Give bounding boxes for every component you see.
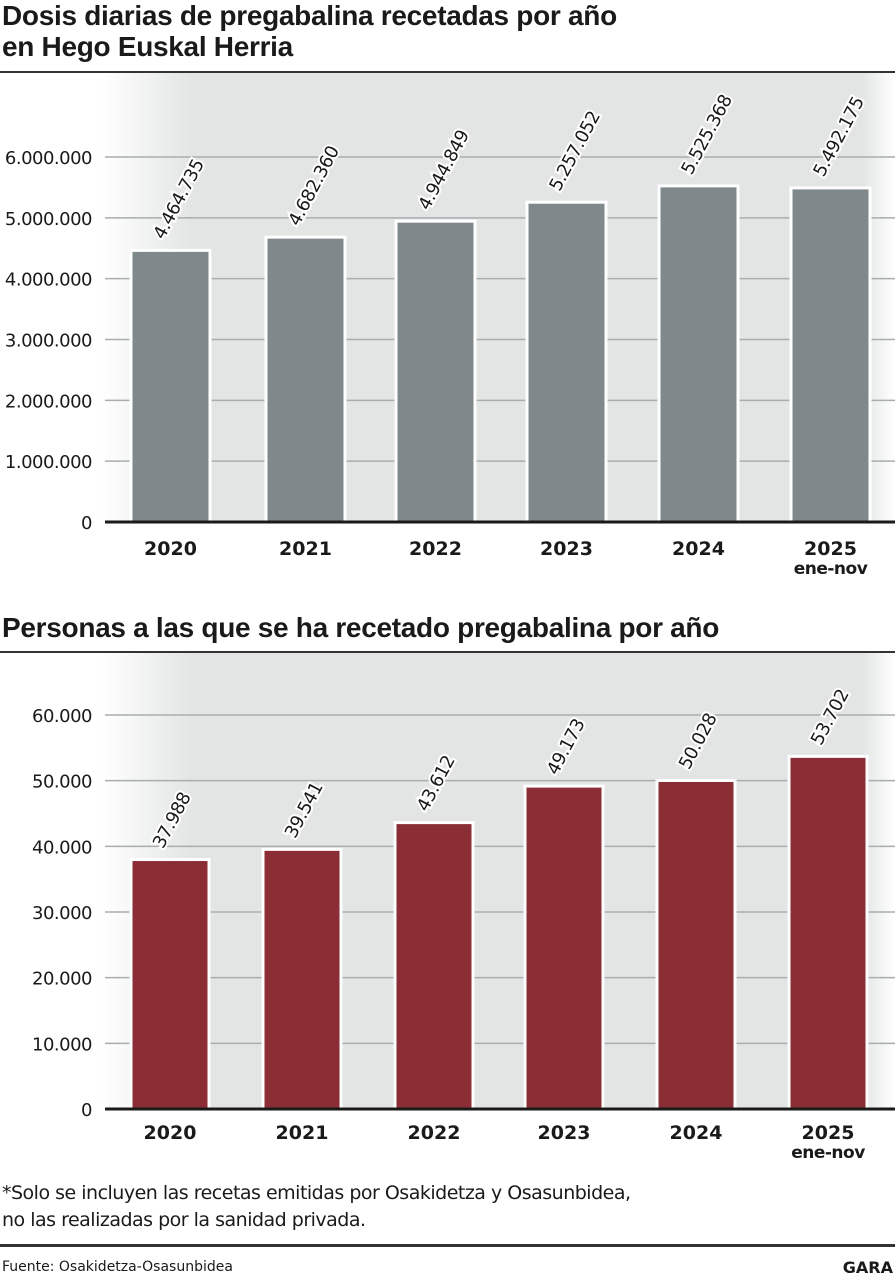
footer-rule	[0, 1244, 895, 1247]
x-tick-label: 2023	[540, 538, 593, 560]
x-tick-label: 2024	[672, 538, 725, 560]
bar-2022	[394, 219, 477, 524]
x-tick-label: 2025	[802, 1122, 855, 1144]
bar-2021	[261, 847, 343, 1111]
y-tick-label: 30.000	[32, 903, 92, 924]
chart1-dosis: 0 1.000.000 2.000.000 3.000.000 4.000.000 5.0…	[5, 73, 895, 579]
footnote-line1: *Solo se incluyen las recetas emitidas p…	[2, 1182, 631, 1204]
bar-2020	[129, 248, 212, 524]
y-tick-label: 1.000.000	[5, 452, 92, 473]
bar-2025	[789, 186, 872, 524]
brand-logo: GARA	[842, 1258, 893, 1277]
footnote: *Solo se incluyen las recetas emitidas p…	[2, 1180, 631, 1234]
y-tick-label: 5.000.000	[5, 209, 92, 230]
bar-2025	[787, 754, 869, 1111]
chart1-title-line1: Dosis diarias de pregabalina recetadas p…	[2, 0, 617, 31]
x-tick-label: 2020	[144, 538, 197, 560]
chart1-title-line2: en Hego Euskal Herria	[2, 31, 293, 62]
y-tick-label: 3.000.000	[5, 331, 92, 352]
bar-2023	[523, 784, 605, 1111]
chart2-title: Personas a las que se ha recetado pregab…	[2, 612, 719, 643]
x-tick-label: 2021	[279, 538, 332, 560]
footnote-line2: no las realizadas por la sanidad privada…	[2, 1209, 366, 1231]
x-tick-label: 2021	[276, 1122, 329, 1144]
y-tick-label: 6.000.000	[5, 148, 92, 169]
y-tick-label: 20.000	[32, 969, 92, 990]
y-tick-label: 50.000	[32, 772, 92, 793]
bar-2023	[525, 200, 608, 524]
y-tick-label: 10.000	[32, 1034, 92, 1055]
bar-2021	[264, 235, 347, 524]
bar-2022	[393, 821, 475, 1111]
x-tick-label: 2022	[408, 1122, 461, 1144]
chart1-top-rule	[0, 71, 895, 73]
x-tick-label: 2020	[144, 1122, 197, 1144]
y-tick-label: 0	[81, 513, 92, 534]
x-tick-label: 2024	[670, 1122, 723, 1144]
source-text: Fuente: Osakidetza-Osasunbidea	[2, 1259, 233, 1275]
chart1-title: Dosis diarias de pregabalina recetadas p…	[2, 0, 617, 62]
x-tick-label: 2025	[804, 538, 857, 560]
y-tick-label: 4.000.000	[5, 270, 92, 291]
y-tick-label: 0	[81, 1100, 92, 1121]
bar-2020	[129, 858, 211, 1111]
x-tick-label: 2023	[538, 1122, 591, 1144]
bar-2024	[655, 778, 737, 1111]
x-tick-sublabel: ene-nov	[794, 559, 868, 579]
x-tick-sublabel: ene-nov	[791, 1143, 865, 1163]
y-tick-label: 2.000.000	[5, 391, 92, 412]
bar-2024	[657, 184, 740, 524]
chart2-title-line1: Personas a las que se ha recetado pregab…	[2, 612, 720, 643]
chart2-personas: 010.00020.00030.00040.00050.00060.00037.…	[32, 653, 895, 1163]
x-tick-label: 2022	[409, 538, 462, 560]
chart2-top-rule	[0, 651, 895, 653]
y-tick-label: 40.000	[32, 837, 92, 858]
y-tick-label: 60.000	[32, 706, 92, 727]
